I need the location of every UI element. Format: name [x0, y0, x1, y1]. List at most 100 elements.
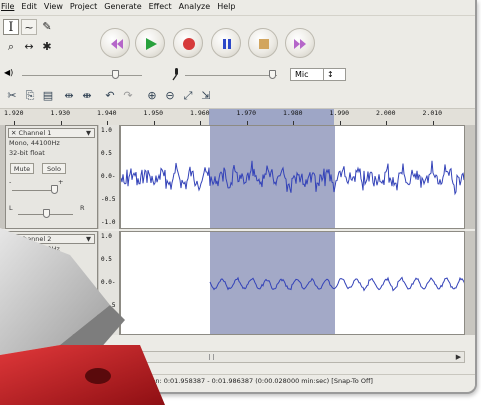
skip-start-button[interactable]	[100, 28, 130, 58]
track-name-menu[interactable]: ✕ Channel 2 ▼	[8, 234, 95, 244]
scale-label: 0.0-	[101, 173, 116, 180]
status-text: tion: 0:01.958387 - 0:01.986387 (0:00.02…	[147, 377, 373, 385]
draw-tool-icon[interactable]: ✎	[42, 20, 52, 33]
waveform-area[interactable]	[120, 231, 465, 335]
menu-effect[interactable]: Effect	[148, 2, 172, 11]
timeline-ruler[interactable]: 1.920 1.930 1.940 1.950 1.960 1.970 1.980 1.990…	[0, 108, 475, 126]
menu-analyze[interactable]: Analyze	[178, 2, 211, 11]
solo-button[interactable]: Solo	[42, 163, 66, 174]
menu-project[interactable]: Project	[69, 2, 98, 11]
status-bar: tion: 0:01.958387 - 0:01.986387 (0:00.02…	[0, 374, 475, 389]
skip-end-icon	[294, 39, 306, 49]
track-control-panel: ✕ Channel 1 ▼ Mono, 44100Hz 32-bit float…	[5, 125, 98, 229]
gain-plus-label: +	[58, 178, 64, 186]
scale-label: -0.5	[101, 302, 116, 309]
redo-icon[interactable]: ↷	[123, 89, 133, 102]
selection-tool-icon[interactable]: I	[3, 19, 19, 35]
track-name: Channel 1	[18, 129, 52, 137]
record-icon	[183, 38, 195, 50]
ruler-tick-mark	[339, 121, 341, 125]
ruler-tick-label: 1.990	[329, 109, 350, 117]
cut-icon[interactable]: ✂	[7, 89, 17, 102]
waveform-path	[121, 160, 464, 196]
menu-bar: File Edit View Project Generate Effect Analyze…	[0, 0, 475, 16]
chevron-down-icon: ▼	[86, 235, 91, 243]
ruler-tick-mark	[60, 121, 62, 125]
menu-generate[interactable]: Generate	[104, 2, 142, 11]
scale-label: 0.5	[101, 150, 112, 157]
copy-icon[interactable]: ⎘	[25, 89, 35, 102]
ruler-tick-label: 1.950	[143, 109, 164, 117]
menu-help[interactable]: Help	[217, 2, 236, 11]
fit-project-icon[interactable]: ⇲	[201, 89, 211, 102]
zoom-in-icon[interactable]: ⊕	[147, 89, 157, 102]
stop-button[interactable]	[248, 28, 278, 58]
zoom-tool-icon[interactable]: ⌕	[7, 40, 15, 53]
fit-selection-icon[interactable]: ⤢	[183, 89, 193, 102]
close-track-icon[interactable]: ✕	[11, 235, 17, 243]
track-format-bits: 32-bit float	[9, 149, 45, 157]
zoom-out-icon[interactable]: ⊖	[165, 89, 175, 102]
scroll-right-icon[interactable]: ▶	[455, 353, 462, 361]
edit-toolbar: ✂ ⎘ ▤ ⇹ ⇼ ↶ ↷ ⊕ ⊖ ⤢ ⇲	[0, 87, 475, 107]
track-format-bits: 32-bit float	[9, 255, 45, 263]
select-arrow-icon: ↕	[323, 69, 334, 81]
timeshift-tool-icon[interactable]: ↔	[24, 40, 34, 53]
waveform-path	[209, 276, 464, 292]
output-volume-slider[interactable]	[112, 70, 119, 79]
input-source-select[interactable]: Mic ↕	[290, 68, 346, 81]
scale-label: 1.0	[101, 233, 112, 240]
undo-icon[interactable]: ↶	[105, 89, 115, 102]
envelope-tool-icon[interactable]: ~	[21, 19, 37, 35]
horizontal-scrollbar[interactable]: ▶	[120, 351, 465, 363]
ruler-tick-mark	[246, 121, 248, 125]
stop-icon	[259, 39, 269, 49]
scroll-thumb[interactable]	[209, 354, 214, 360]
menu-edit[interactable]: Edit	[21, 2, 37, 11]
ruler-selection-region	[209, 109, 334, 125]
mute-button[interactable]: Mute	[10, 163, 34, 174]
gain-slider[interactable]	[51, 185, 58, 194]
paste-icon[interactable]: ▤	[42, 89, 54, 102]
ruler-tick-mark	[200, 121, 201, 125]
ruler-tick-label: 1.970	[236, 109, 257, 117]
mute-button[interactable]: Mute	[10, 269, 34, 280]
ruler-tick-label: 1.930	[50, 109, 71, 117]
skip-end-button[interactable]	[285, 28, 315, 58]
ruler-tick-mark	[107, 121, 108, 125]
input-volume-slider[interactable]	[269, 70, 276, 79]
ruler-tick-label: 1.960	[190, 109, 210, 117]
ruler-tick-mark	[153, 121, 155, 125]
solo-button[interactable]: Solo	[42, 269, 66, 280]
close-track-icon[interactable]: ✕	[11, 129, 17, 137]
input-volume-track	[185, 75, 277, 76]
microphone-icon	[172, 68, 178, 81]
menu-view[interactable]: View	[43, 2, 63, 11]
track-format-rate: Mono, 44100Hz	[9, 245, 60, 253]
pause-button[interactable]	[211, 28, 241, 58]
trim-icon[interactable]: ⇹	[64, 89, 74, 102]
input-source-value: Mic	[295, 70, 309, 79]
scale-label: -1.0	[101, 219, 116, 226]
scale-label: 0.0-	[101, 279, 116, 286]
ruler-tick-mark	[386, 121, 387, 125]
play-button[interactable]	[135, 28, 165, 58]
pan-slider[interactable]	[43, 209, 50, 218]
ruler-tick-mark	[293, 121, 294, 125]
scale-label: -1.0	[101, 325, 116, 332]
mixer-toolbar: ◀)	[0, 64, 475, 84]
record-button[interactable]	[173, 28, 203, 58]
track-name-menu[interactable]: ✕ Channel 1 ▼	[8, 128, 95, 138]
gain-slider-track	[12, 190, 58, 191]
output-volume-track	[22, 75, 142, 76]
ruler-tick-label: 1.940	[97, 109, 117, 117]
waveform-area[interactable]	[120, 125, 465, 229]
multi-tool-icon[interactable]: ✱	[42, 40, 52, 53]
amplitude-scale: 1.0 0.5 0.0- -0.5 -1.0	[99, 125, 120, 229]
scale-label: 1.0	[101, 127, 112, 134]
pause-icon	[223, 39, 231, 49]
menu-file[interactable]: File	[1, 2, 15, 11]
audio-track-2: ✕ Channel 2 ▼ Mono, 44100Hz 32-bit float…	[0, 231, 475, 335]
silence-icon[interactable]: ⇼	[82, 89, 92, 102]
